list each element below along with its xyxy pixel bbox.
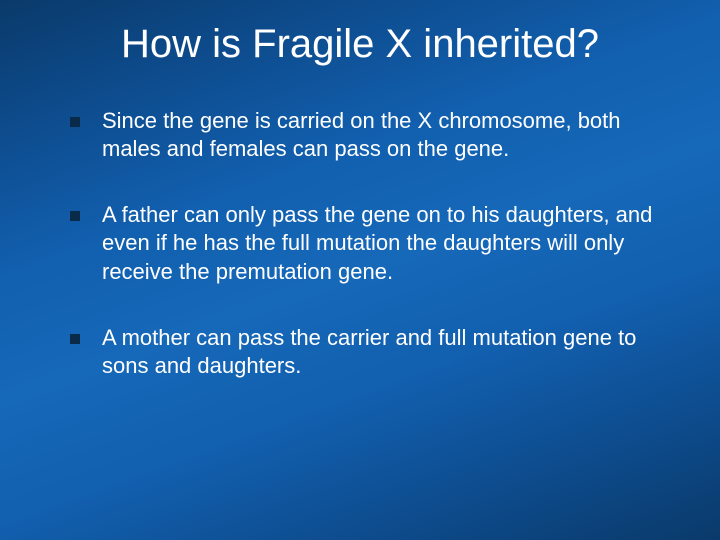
bullet-text: Since the gene is carried on the X chrom… bbox=[102, 107, 660, 163]
square-bullet-icon bbox=[70, 211, 80, 221]
bullet-item: A father can only pass the gene on to hi… bbox=[70, 201, 660, 285]
bullet-text: A mother can pass the carrier and full m… bbox=[102, 324, 660, 380]
slide: How is Fragile X inherited? Since the ge… bbox=[0, 0, 720, 540]
square-bullet-icon bbox=[70, 117, 80, 127]
slide-title: How is Fragile X inherited? bbox=[0, 0, 720, 77]
slide-body: Since the gene is carried on the X chrom… bbox=[0, 77, 720, 380]
bullet-item: Since the gene is carried on the X chrom… bbox=[70, 107, 660, 163]
square-bullet-icon bbox=[70, 334, 80, 344]
bullet-text: A father can only pass the gene on to hi… bbox=[102, 201, 660, 285]
bullet-item: A mother can pass the carrier and full m… bbox=[70, 324, 660, 380]
